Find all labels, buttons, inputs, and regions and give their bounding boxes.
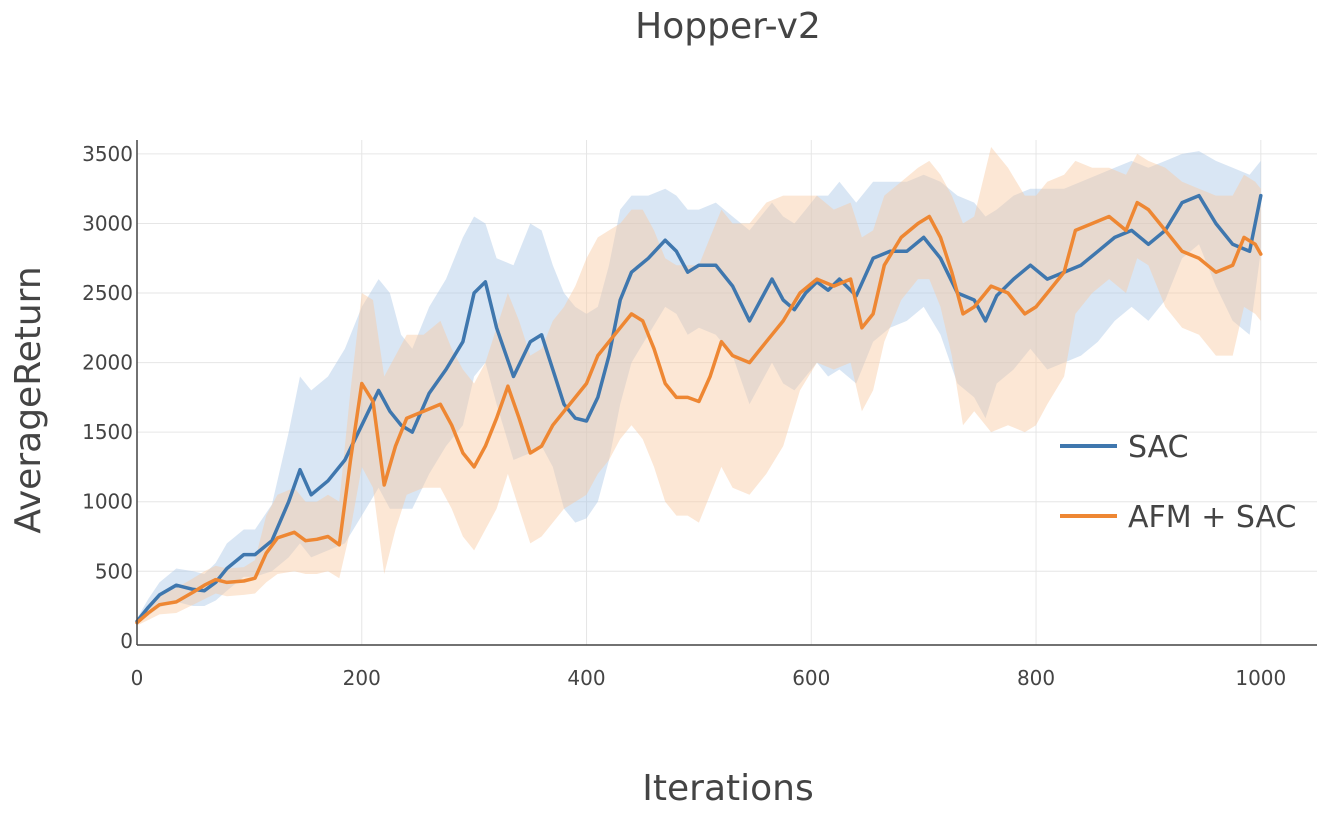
series-line-sac (135, 193, 1263, 624)
x-tick-label: 0 (131, 666, 144, 690)
y-tick-labels: 0 500 1000 1500 2000 2500 3000 3500 (82, 142, 133, 653)
y-tick-label: 0 (120, 629, 133, 653)
series-lines (135, 193, 1263, 625)
legend-label-sac: SAC (1128, 430, 1189, 465)
y-tick-label: 1500 (82, 420, 133, 444)
axes (136, 140, 1317, 646)
y-tick-label: 2000 (82, 351, 133, 375)
x-tick-label: 800 (1017, 666, 1055, 690)
y-tick-label: 1000 (82, 490, 133, 514)
y-tick-label: 500 (95, 559, 133, 583)
legend-item-sac[interactable]: SAC (1060, 430, 1189, 465)
legend-item-afm-sac[interactable]: AFM + SAC (1060, 500, 1296, 535)
y-axis-title: AverageReturn (8, 266, 49, 533)
grid (137, 140, 1317, 645)
x-tick-label: 400 (567, 666, 605, 690)
band-afm-sac (137, 147, 1261, 626)
y-tick-label: 2500 (82, 281, 133, 305)
x-axis-title: Iterations (642, 768, 813, 809)
chart-title: Hopper-v2 (635, 6, 821, 47)
series-line-afm-sac (135, 200, 1263, 625)
x-tick-label: 200 (343, 666, 381, 690)
band-sac (137, 151, 1261, 625)
y-tick-label: 3000 (82, 211, 133, 235)
legend: SAC AFM + SAC (1060, 430, 1296, 535)
x-tick-label: 600 (792, 666, 830, 690)
x-tick-labels: 0 200 400 600 800 1000 (131, 666, 1287, 690)
x-tick-label: 1000 (1235, 666, 1286, 690)
y-tick-label: 3500 (82, 142, 133, 166)
confidence-bands (137, 147, 1261, 626)
legend-label-afm-sac: AFM + SAC (1128, 500, 1296, 535)
